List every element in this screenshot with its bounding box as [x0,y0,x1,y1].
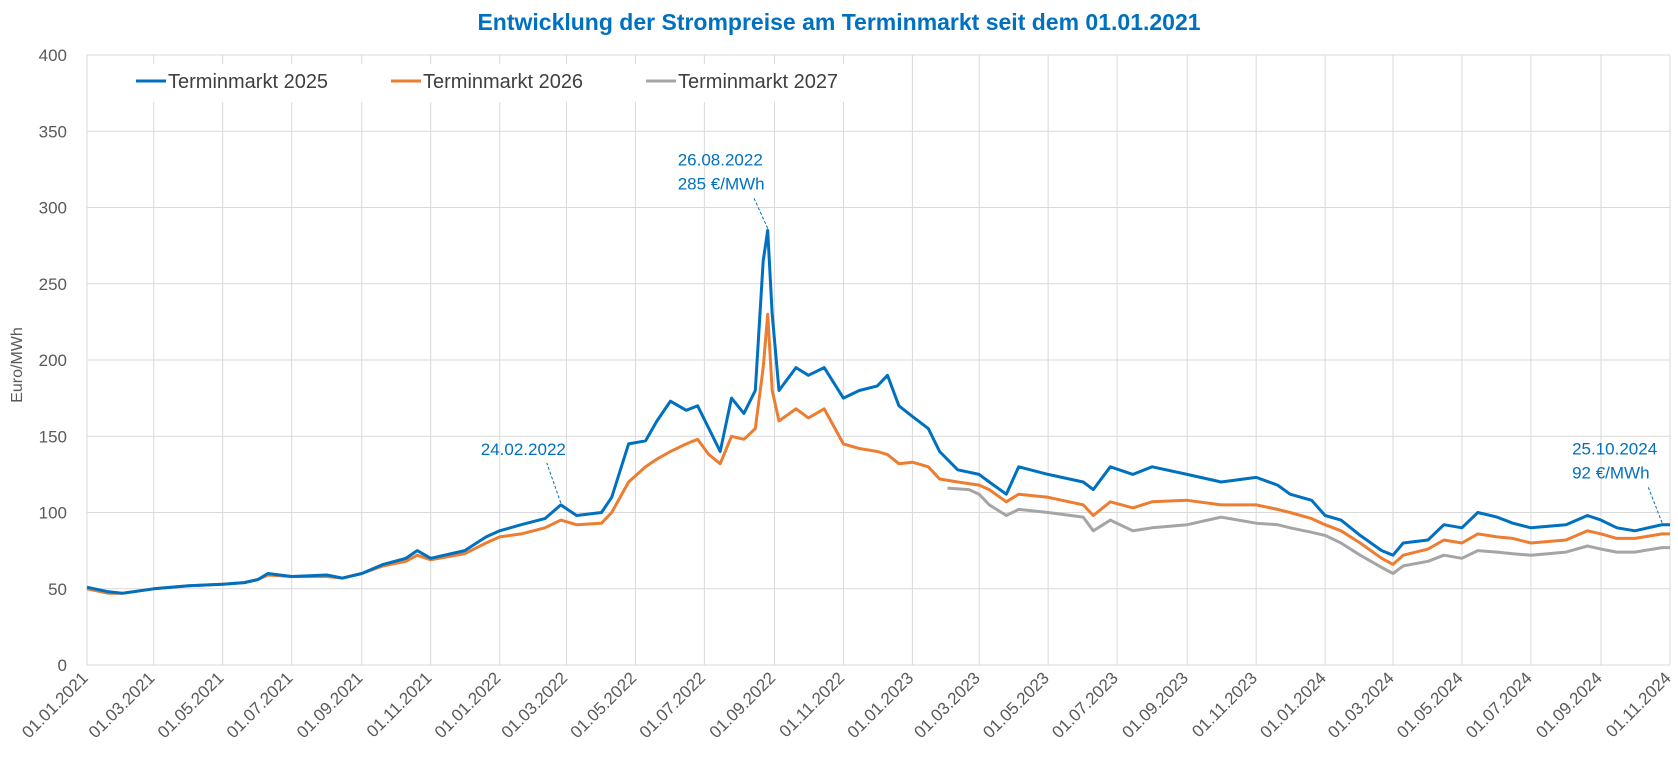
chart-title: Entwicklung der Strompreise am Terminmar… [477,9,1200,35]
legend-label-2025: Terminmarkt 2025 [168,71,328,93]
x-tick-label-22: 01.09.2024 [1532,668,1606,742]
annotation-leader-0 [546,462,562,504]
x-tick-label-6: 01.01.2022 [431,668,505,742]
series-line-1 [86,312,1670,595]
x-tick-label-0: 01.01.2021 [18,668,92,742]
legend: Terminmarkt 2025 Terminmarkt 2026 Termin… [120,64,880,102]
x-tick-label-9: 01.07.2022 [636,668,710,742]
x-tick-label-13: 01.03.2023 [910,668,984,742]
annotation-label-2-0: 25.10.2024 [1572,440,1657,459]
x-tick-label-2: 01.05.2021 [154,668,228,742]
x-tick-label-4: 01.09.2021 [293,668,367,742]
x-tick-label-18: 01.01.2024 [1256,668,1330,742]
y-tick-label-4: 200 [39,351,67,370]
legend-background [120,64,880,102]
annotations: 24.02.2022 26.08.2022 285 €/MWh 25.10.2024 9… [481,150,1663,523]
annotation-label-0-0: 24.02.2022 [481,440,566,459]
annotation-leader-1 [753,197,769,229]
y-axis-ticks: 0 50 100 150 200 250 300 350 400 [39,46,67,675]
legend-label-2027: Terminmarkt 2027 [678,71,838,93]
y-tick-label-6: 300 [39,199,67,218]
x-tick-label-7: 01.03.2022 [498,668,572,742]
x-tick-label-11: 01.11.2022 [776,668,849,741]
x-tick-label-10: 01.09.2022 [706,668,780,742]
y-tick-label-3: 150 [39,427,67,446]
y-tick-label-2: 100 [39,504,67,523]
x-tick-label-19: 01.03.2024 [1324,668,1398,742]
annotation-label-2-1: 92 €/MWh [1572,464,1649,483]
y-tick-label-0: 0 [58,656,67,675]
annotation-leader-2 [1647,486,1663,523]
x-tick-label-5: 01.11.2021 [363,668,436,741]
y-axis-label: Euro/MWh [9,327,26,403]
x-tick-label-15: 01.07.2023 [1048,668,1122,742]
x-tick-label-20: 01.05.2024 [1393,668,1467,742]
x-tick-label-16: 01.09.2023 [1118,668,1192,742]
y-tick-label-7: 350 [39,122,67,141]
legend-label-2026: Terminmarkt 2026 [423,71,583,93]
y-tick-label-5: 250 [39,275,67,294]
annotation-label-1-1: 285 €/MWh [678,174,765,193]
series-line-0 [86,228,1670,595]
annotation-label-1-0: 26.08.2022 [678,150,763,169]
x-tick-label-17: 01.11.2023 [1188,668,1261,741]
grid-lines [86,54,1671,666]
y-tick-label-8: 400 [39,46,67,65]
y-tick-label-1: 50 [48,580,67,599]
series-line-2 [947,486,1670,575]
x-tick-label-14: 01.05.2023 [979,668,1053,742]
series-lines [86,228,1670,595]
x-tick-label-3: 01.07.2021 [223,668,297,742]
x-tick-label-8: 01.05.2022 [567,668,641,742]
x-tick-label-21: 01.07.2024 [1462,668,1536,742]
x-tick-label-23: 01.11.2024 [1602,668,1675,741]
x-axis-ticks: 01.01.202101.03.202101.05.202101.07.2021… [18,668,1675,742]
x-tick-label-1: 01.03.2021 [85,668,159,742]
x-tick-label-12: 01.01.2023 [844,668,918,742]
